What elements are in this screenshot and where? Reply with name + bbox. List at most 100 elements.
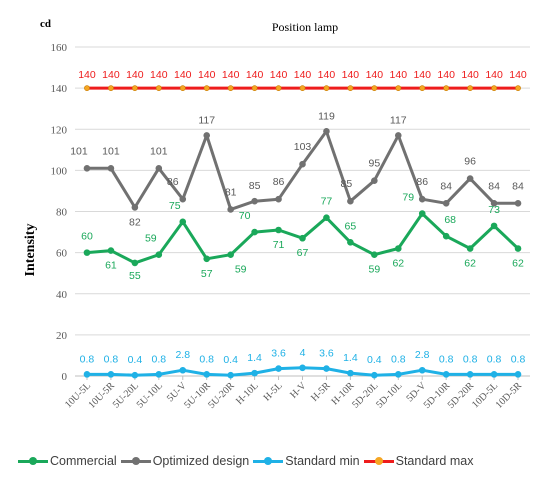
data-point-commercial xyxy=(179,218,187,226)
legend-label: Standard max xyxy=(395,454,474,468)
data-label-standard-min: 2.8 xyxy=(415,349,430,361)
x-tick-label: 5D-20R xyxy=(446,380,477,411)
data-point-optimized-design xyxy=(227,206,234,213)
y-tick-label: 0 xyxy=(62,371,68,383)
data-label-commercial: 60 xyxy=(81,231,93,243)
data-point-standard-max xyxy=(275,85,282,92)
data-label-standard-max: 140 xyxy=(198,69,216,81)
y-axis-ticks: 0 20 40 60 80 100 120 140 160 xyxy=(51,42,68,383)
data-point-optimized-design xyxy=(418,195,426,203)
data-label-standard-min: 1.4 xyxy=(247,352,262,364)
data-point-optimized-design xyxy=(179,195,187,203)
data-label-standard-min: 0.4 xyxy=(223,354,238,366)
data-label-standard-min: 1.4 xyxy=(343,352,358,364)
data-point-optimized-design xyxy=(155,165,163,172)
data-label-standard-max: 140 xyxy=(270,69,288,81)
legend-marker xyxy=(264,457,273,465)
data-point-standard-min xyxy=(251,369,258,377)
data-point-standard-max xyxy=(347,85,354,92)
x-tick-label: 10D-5R xyxy=(494,380,525,411)
data-point-commercial xyxy=(323,214,330,221)
data-point-commercial xyxy=(394,245,402,252)
data-label-standard-max: 140 xyxy=(150,69,168,81)
chart-title: Position lamp xyxy=(272,20,338,34)
data-label-optimized-design: 103 xyxy=(294,141,312,153)
data-point-standard-min xyxy=(371,371,378,379)
data-label-standard-min: 3.6 xyxy=(271,348,286,360)
data-point-optimized-design xyxy=(83,165,91,172)
legend-swatch xyxy=(253,456,284,466)
data-label-commercial: 70 xyxy=(239,210,251,222)
data-label-commercial: 67 xyxy=(297,247,309,259)
data-point-standard-max xyxy=(179,85,186,92)
data-point-commercial xyxy=(107,247,115,254)
legend-marker xyxy=(29,457,37,465)
data-point-standard-max xyxy=(467,85,474,92)
y-axis-label: Intensity xyxy=(23,224,38,277)
x-tick-label: H-10L xyxy=(234,380,261,407)
data-label-optimized-design: 82 xyxy=(129,216,141,228)
y-tick-label: 60 xyxy=(56,248,68,260)
data-label-commercial: 61 xyxy=(105,260,117,272)
y-tick-label: 160 xyxy=(51,42,68,54)
data-point-optimized-design xyxy=(466,175,474,182)
data-label-optimized-design: 84 xyxy=(488,180,500,192)
data-point-commercial xyxy=(203,255,211,263)
x-tick-label: 5U-20R xyxy=(206,380,237,411)
legend-swatch xyxy=(363,456,394,466)
data-point-standard-min xyxy=(323,365,330,372)
gridlines xyxy=(75,46,530,377)
data-point-standard-min xyxy=(107,371,115,378)
data-label-standard-max: 140 xyxy=(485,69,503,81)
data-point-standard-max xyxy=(131,85,138,92)
data-label-standard-max: 140 xyxy=(294,69,312,81)
x-tick-label: 5U-20L xyxy=(111,380,141,410)
data-point-standard-min xyxy=(179,366,187,374)
legend-label: Optimized design xyxy=(152,454,250,468)
y-tick-label: 100 xyxy=(51,165,68,177)
data-label-commercial: 71 xyxy=(273,239,285,251)
data-label-standard-min: 0.8 xyxy=(152,353,167,365)
data-label-standard-max: 140 xyxy=(174,69,192,81)
data-label-standard-max: 140 xyxy=(318,69,336,81)
data-point-commercial xyxy=(275,226,282,234)
data-label-standard-min: 0.8 xyxy=(80,353,95,365)
data-point-optimized-design xyxy=(514,199,522,207)
y-tick-label: 80 xyxy=(56,207,68,219)
data-point-standard-max xyxy=(515,85,521,92)
data-point-standard-min xyxy=(131,371,139,379)
data-label-optimized-design: 96 xyxy=(464,156,476,168)
data-label-commercial: 65 xyxy=(345,220,357,232)
data-point-standard-min xyxy=(155,371,163,378)
data-label-standard-max: 140 xyxy=(461,69,479,81)
data-point-standard-max xyxy=(371,85,378,92)
data-label-optimized-design: 84 xyxy=(512,180,524,192)
data-label-commercial: 75 xyxy=(169,200,181,212)
data-point-commercial xyxy=(442,232,450,240)
data-point-optimized-design xyxy=(371,177,378,184)
legend-marker xyxy=(131,457,140,465)
data-label-commercial: 59 xyxy=(235,264,247,276)
data-point-commercial xyxy=(466,245,474,252)
data-label-optimized-design: 85 xyxy=(341,178,353,190)
legend-item-standard-min: Standard min xyxy=(253,454,360,468)
y-tick-label: 20 xyxy=(56,330,68,342)
data-point-standard-min xyxy=(466,371,474,378)
data-label-optimized-design: 101 xyxy=(102,145,120,157)
data-point-optimized-design xyxy=(299,160,306,168)
data-point-standard-min xyxy=(83,371,91,378)
data-point-standard-max xyxy=(491,85,497,92)
data-point-standard-min xyxy=(227,371,234,379)
data-label-standard-min: 0.8 xyxy=(391,353,406,365)
data-point-optimized-design xyxy=(442,199,450,207)
data-label-standard-min: 3.6 xyxy=(319,348,334,360)
legend-marker xyxy=(374,457,383,465)
data-point-optimized-design xyxy=(275,195,282,203)
data-label-commercial: 59 xyxy=(145,233,157,245)
data-label-standard-min: 0.8 xyxy=(463,353,478,365)
data-point-commercial xyxy=(418,210,426,217)
data-point-standard-max xyxy=(443,85,450,92)
data-label-standard-max: 140 xyxy=(509,69,527,81)
data-label-optimized-design: 86 xyxy=(167,176,179,188)
